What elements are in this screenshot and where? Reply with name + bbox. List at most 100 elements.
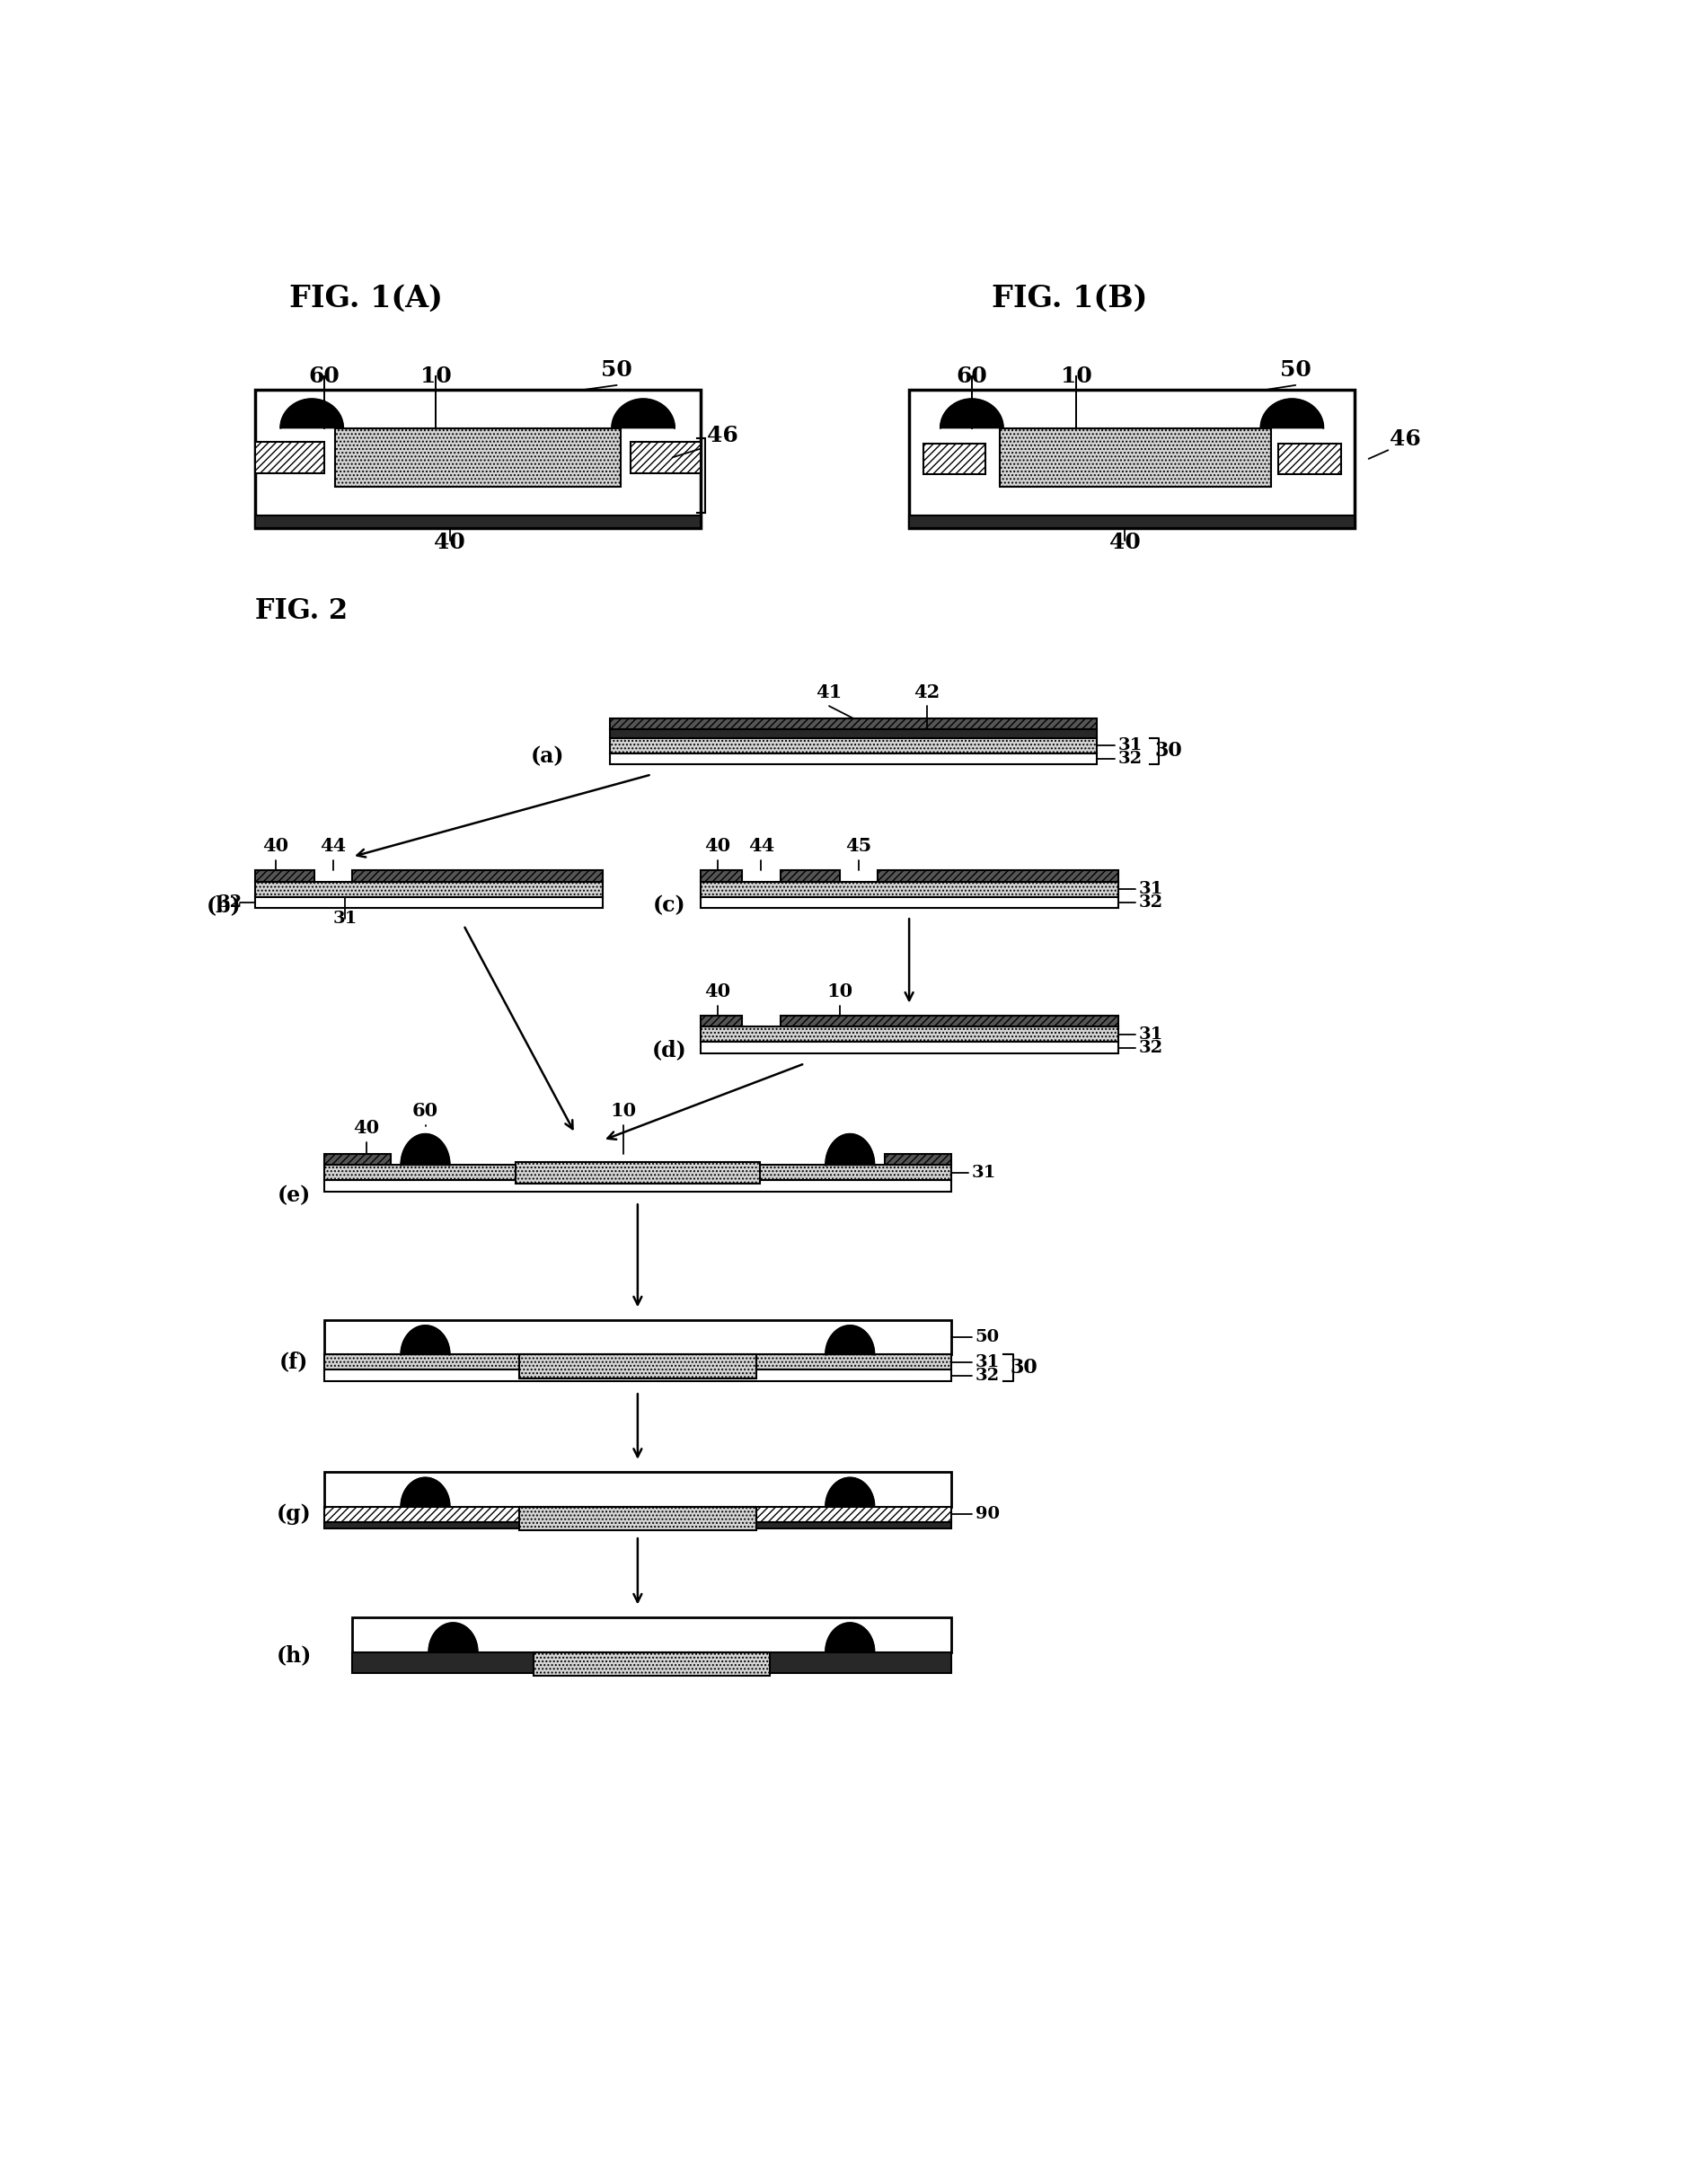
Text: 31: 31 [1118,738,1143,753]
Text: 31: 31 [332,911,358,926]
Text: (f): (f) [279,1350,308,1372]
Text: 45: 45 [845,836,872,854]
Polygon shape [826,1479,874,1507]
Text: FIG. 1(B): FIG. 1(B) [992,284,1147,312]
Text: 40: 40 [262,836,288,854]
Text: 44: 44 [320,836,346,854]
Bar [878,871,1118,882]
Text: 46: 46 [1389,428,1421,450]
Bar [324,1507,951,1522]
Text: (h): (h) [276,1645,312,1666]
Text: 31: 31 [1138,1026,1164,1042]
Text: 42: 42 [913,684,939,701]
Bar [256,871,314,882]
Bar [630,441,700,474]
Text: 10: 10 [421,365,452,387]
Bar [324,1354,951,1369]
Text: 10: 10 [610,1101,637,1120]
Polygon shape [826,1326,874,1354]
Text: (d): (d) [653,1040,687,1061]
Text: 60: 60 [308,365,341,387]
Bar [324,1522,951,1529]
Text: 32: 32 [1118,751,1142,767]
Bar [610,753,1097,764]
Text: (c): (c) [653,895,687,915]
Bar [256,515,700,529]
Text: (g): (g) [276,1503,312,1524]
Polygon shape [1261,400,1324,428]
Text: FIG. 2: FIG. 2 [256,598,348,625]
Polygon shape [826,1623,874,1651]
Text: 44: 44 [748,836,774,854]
Bar [353,1618,951,1651]
Text: 32: 32 [1138,1040,1164,1055]
Text: (a): (a) [530,745,564,767]
Text: 31: 31 [975,1354,1000,1369]
Text: 32: 32 [975,1367,1000,1382]
Bar [610,719,1097,729]
Text: 60: 60 [956,365,987,387]
Text: 10: 10 [826,983,852,1000]
Polygon shape [400,1479,450,1507]
Bar [1000,428,1271,487]
Bar [256,391,700,529]
Bar [324,1164,951,1179]
Bar [700,898,1118,909]
Text: 10: 10 [1060,365,1092,387]
Polygon shape [941,400,1004,428]
Polygon shape [826,1133,874,1164]
Text: 40: 40 [435,533,465,553]
Bar [700,1026,1118,1042]
Bar [610,729,1097,738]
Bar [910,515,1355,529]
Bar [256,441,324,474]
Bar [610,738,1097,753]
Text: 30: 30 [1010,1358,1038,1378]
Bar [910,391,1355,529]
Bar [533,1651,770,1675]
Bar [256,898,603,909]
Polygon shape [429,1623,477,1651]
Bar [780,871,840,882]
Polygon shape [281,400,343,428]
Text: (e): (e) [278,1184,310,1206]
Text: 46: 46 [707,426,738,446]
Text: 30: 30 [1155,740,1183,760]
Polygon shape [612,400,675,428]
Bar [520,1354,757,1378]
Polygon shape [400,1326,450,1354]
Text: (b): (b) [206,895,242,915]
Bar [700,882,1118,898]
Bar [516,1162,760,1184]
Bar [700,1016,741,1026]
Bar [324,1369,951,1380]
Text: FIG. 1(A): FIG. 1(A) [290,284,443,312]
Bar [353,871,603,882]
Polygon shape [400,1133,450,1164]
Text: 40: 40 [353,1118,380,1138]
Text: 50: 50 [602,358,632,380]
Text: 40: 40 [705,836,731,854]
Text: 50: 50 [975,1330,1000,1345]
Bar [520,1507,757,1531]
Bar [324,1153,390,1164]
Text: 32: 32 [1138,893,1164,911]
Text: 90: 90 [975,1507,1000,1522]
Bar [700,871,741,882]
Text: 31: 31 [1138,880,1164,898]
Bar [324,1472,951,1507]
Text: 40: 40 [705,983,731,1000]
Bar [700,1042,1118,1053]
Text: 60: 60 [412,1101,438,1120]
Bar [256,882,603,898]
Bar [780,1016,1118,1026]
Bar [1278,443,1341,474]
Text: 50: 50 [1280,358,1310,380]
Bar [924,443,985,474]
Text: 40: 40 [1109,533,1140,553]
Text: 31: 31 [971,1164,997,1182]
Text: 32: 32 [218,893,242,911]
Bar [324,1319,951,1354]
Bar [353,1651,951,1673]
Text: 41: 41 [816,684,842,701]
